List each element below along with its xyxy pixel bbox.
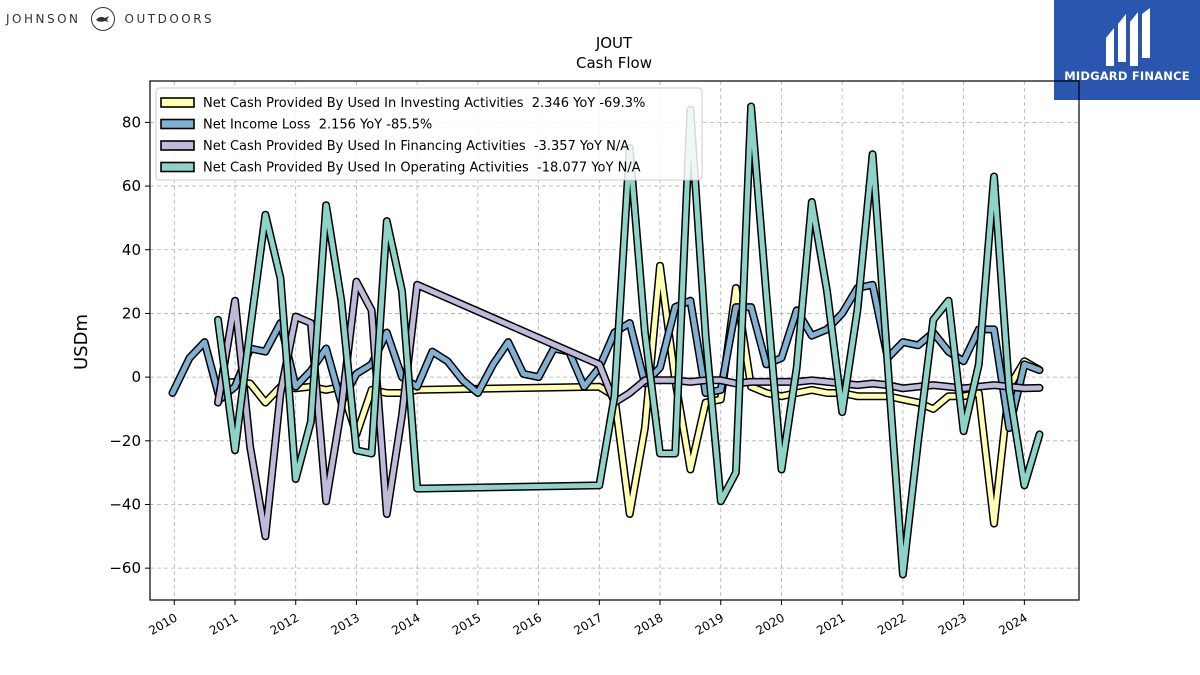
johnson-outdoors-logo: JOHNSON OUTDOORS — [6, 6, 214, 32]
x-tick-label: 2018 — [632, 610, 665, 637]
logo-text-johnson: JOHNSON — [6, 12, 81, 26]
midgard-finance-logo: MIDGARD FINANCE — [1054, 0, 1200, 100]
x-tick-label: 2019 — [693, 610, 726, 637]
y-tick-label: 0 — [131, 368, 141, 386]
chart-subtitle: Cash Flow — [576, 54, 652, 72]
x-tick-label: 2024 — [996, 610, 1029, 637]
y-axis: −60 −40 −20 0 20 40 60 80 — [109, 113, 150, 577]
x-tick-label: 2015 — [450, 610, 483, 637]
y-tick-label: 40 — [122, 241, 141, 259]
legend-swatch — [160, 97, 195, 108]
midgard-emblem-icon — [1106, 8, 1150, 66]
x-tick-label: 2010 — [146, 610, 179, 637]
plot-frame — [149, 80, 1080, 601]
fish-emblem-icon — [90, 7, 115, 31]
legend-label: Net Cash Provided By Used In Financing A… — [203, 139, 629, 154]
legend: Net Cash Provided By Used In Investing A… — [155, 87, 703, 181]
x-tick-label: 2012 — [268, 610, 301, 637]
y-axis-label: USDm — [71, 314, 92, 370]
y-tick-label: 20 — [122, 304, 141, 322]
series-line-3 — [214, 102, 1044, 579]
legend-label: Net Cash Provided By Used In Investing A… — [203, 96, 645, 111]
y-tick-label: −20 — [109, 432, 141, 450]
series-stroke — [215, 104, 1042, 577]
legend-swatch — [160, 161, 195, 173]
x-tick-label: 2021 — [814, 610, 847, 637]
legend-swatch — [160, 140, 195, 151]
y-tick-label: −60 — [109, 559, 141, 577]
y-tick-label: 60 — [122, 177, 141, 195]
x-tick-label: 2020 — [754, 610, 787, 637]
x-tick-label: 2016 — [511, 610, 544, 637]
x-axis: 2010 2011 2012 2013 2014 2015 2016 2017 2018 2019… — [146, 600, 1030, 638]
midgard-finance-text: MIDGARD FINANCE — [1064, 69, 1190, 83]
x-tick-label: 2011 — [207, 610, 240, 637]
series-line-1 — [168, 280, 1044, 433]
y-tick-label: −40 — [109, 495, 141, 513]
legend-label: Net Cash Provided By Used In Operating A… — [203, 161, 641, 176]
series-stroke — [170, 282, 1042, 431]
x-tick-label: 2017 — [571, 610, 604, 637]
legend-swatch — [160, 118, 195, 130]
chart-title: JOUT — [595, 34, 633, 52]
x-tick-label: 2013 — [328, 610, 361, 637]
x-tick-label: 2014 — [389, 610, 422, 637]
x-tick-label: 2022 — [875, 610, 908, 637]
x-tick-label: 2023 — [936, 610, 969, 637]
y-tick-label: 80 — [122, 113, 141, 131]
logo-text-outdoors: OUTDOORS — [124, 12, 215, 26]
legend-label: Net Income Loss 2.156 YoY -85.5% — [203, 118, 432, 133]
legend-box — [155, 87, 703, 181]
series-lines — [168, 102, 1044, 579]
